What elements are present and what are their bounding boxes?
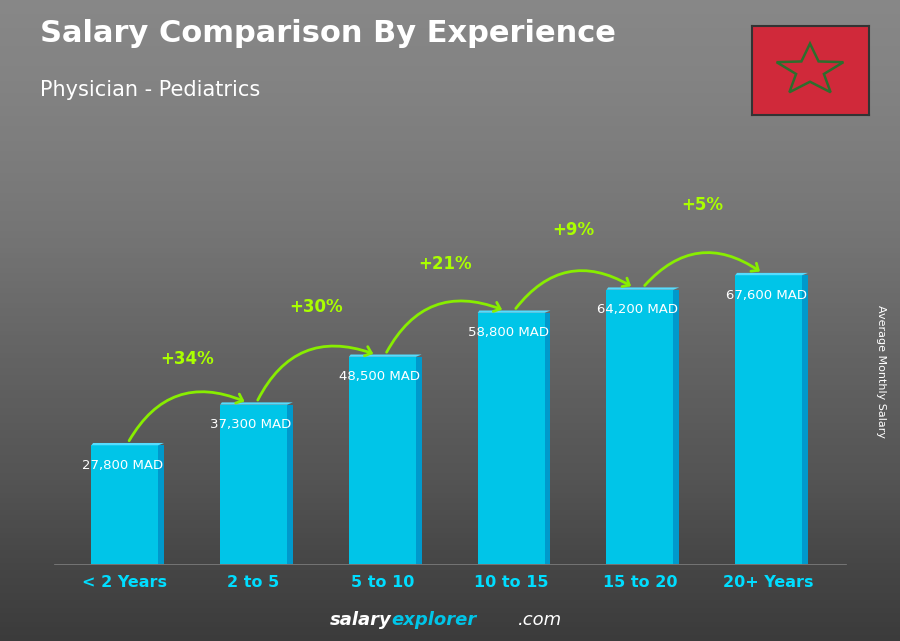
Bar <box>287 404 292 564</box>
Bar <box>673 290 680 564</box>
Text: +30%: +30% <box>290 298 343 316</box>
Bar <box>416 357 422 564</box>
Text: salary: salary <box>329 611 392 629</box>
Text: 37,300 MAD: 37,300 MAD <box>211 419 292 431</box>
Text: Average Monthly Salary: Average Monthly Salary <box>877 305 886 438</box>
Bar <box>478 313 544 564</box>
Text: +9%: +9% <box>553 221 595 239</box>
Bar <box>607 290 673 564</box>
Bar <box>735 275 802 564</box>
Bar <box>91 445 158 564</box>
Bar <box>802 275 808 564</box>
Polygon shape <box>607 287 680 290</box>
Bar <box>220 404 287 564</box>
Text: +21%: +21% <box>418 256 472 274</box>
Bar <box>158 445 164 564</box>
Text: Salary Comparison By Experience: Salary Comparison By Experience <box>40 19 616 48</box>
Text: 67,600 MAD: 67,600 MAD <box>725 289 806 302</box>
Text: 27,800 MAD: 27,800 MAD <box>82 459 163 472</box>
Text: 64,200 MAD: 64,200 MAD <box>597 303 678 317</box>
Text: 58,800 MAD: 58,800 MAD <box>468 326 549 340</box>
Text: +5%: +5% <box>681 196 724 213</box>
Polygon shape <box>91 443 164 445</box>
Text: +34%: +34% <box>160 349 214 367</box>
Text: .com: .com <box>518 611 562 629</box>
Bar <box>349 357 416 564</box>
Polygon shape <box>220 403 292 404</box>
Text: 48,500 MAD: 48,500 MAD <box>339 370 420 383</box>
Polygon shape <box>478 310 551 313</box>
Polygon shape <box>735 273 808 275</box>
Text: explorer: explorer <box>392 611 477 629</box>
Polygon shape <box>349 354 422 357</box>
Text: Physician - Pediatrics: Physician - Pediatrics <box>40 80 261 100</box>
Bar <box>544 313 551 564</box>
